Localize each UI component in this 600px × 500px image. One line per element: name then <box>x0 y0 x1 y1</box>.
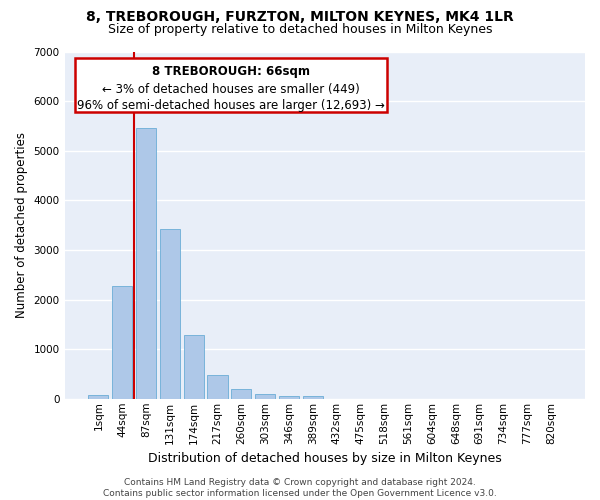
Bar <box>279 396 299 399</box>
Bar <box>136 128 156 399</box>
Bar <box>255 394 275 399</box>
Y-axis label: Number of detached properties: Number of detached properties <box>15 132 28 318</box>
Text: Size of property relative to detached houses in Milton Keynes: Size of property relative to detached ho… <box>108 22 492 36</box>
Bar <box>184 335 204 399</box>
Text: 8, TREBOROUGH, FURZTON, MILTON KEYNES, MK4 1LR: 8, TREBOROUGH, FURZTON, MILTON KEYNES, M… <box>86 10 514 24</box>
Text: 96% of semi-detached houses are larger (12,693) →: 96% of semi-detached houses are larger (… <box>77 100 385 112</box>
Bar <box>303 396 323 399</box>
Bar <box>112 286 132 399</box>
Text: ← 3% of detached houses are smaller (449): ← 3% of detached houses are smaller (449… <box>102 83 360 96</box>
Text: Contains HM Land Registry data © Crown copyright and database right 2024.
Contai: Contains HM Land Registry data © Crown c… <box>103 478 497 498</box>
Bar <box>88 396 109 399</box>
FancyBboxPatch shape <box>75 58 387 112</box>
Bar <box>208 375 227 399</box>
Bar <box>231 389 251 399</box>
Bar <box>160 229 180 399</box>
X-axis label: Distribution of detached houses by size in Milton Keynes: Distribution of detached houses by size … <box>148 452 502 465</box>
Text: 8 TREBOROUGH: 66sqm: 8 TREBOROUGH: 66sqm <box>152 66 310 78</box>
